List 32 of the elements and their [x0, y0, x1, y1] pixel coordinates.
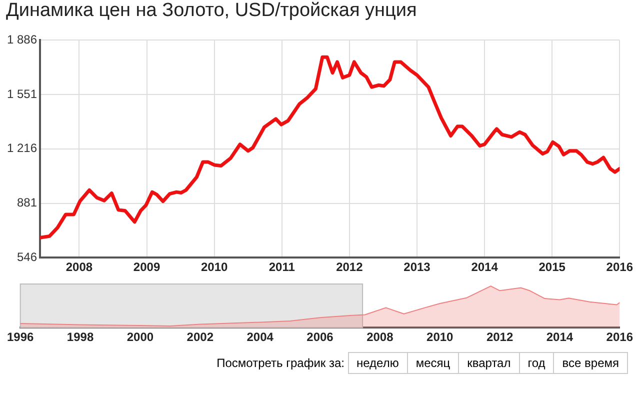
- x-tick-label: 2011: [268, 260, 296, 274]
- x-tick-label: 1998: [66, 330, 94, 344]
- text: квартал: [458, 352, 520, 374]
- x-tick-label: 2013: [404, 260, 431, 274]
- y-tick-label: 1 216: [7, 141, 38, 156]
- x-tick-label: 2000: [126, 330, 154, 344]
- y-tick-label: 1 551: [7, 86, 38, 101]
- x-tick-label: 2010: [426, 330, 454, 344]
- text: месяц: [406, 352, 460, 374]
- y-tick-label: 881: [17, 196, 38, 210]
- x-tick-label: 2006: [306, 330, 334, 344]
- x-tick-label: 2014: [546, 330, 574, 344]
- x-tick-label: 2015: [538, 260, 566, 274]
- y-tick-label: 546: [17, 250, 38, 264]
- x-tick-label: 2008: [66, 260, 93, 274]
- text: год: [518, 352, 554, 374]
- x-tick-label: 2002: [186, 330, 214, 344]
- x-tick-label: 2010: [200, 260, 228, 274]
- chart-title: Динамика цен на Золото, USD/тройская унция: [6, 0, 418, 22]
- text: Посмотреть график за:: [216, 356, 344, 370]
- x-tick-label: 2016: [606, 260, 634, 274]
- x-tick-label: 2012: [336, 260, 364, 274]
- x-tick-label: 2016: [606, 330, 634, 344]
- x-tick-label: 2014: [471, 260, 498, 274]
- x-tick-label: 2012: [486, 330, 514, 344]
- x-tick-label: 2008: [366, 330, 394, 344]
- x-tick-label: 2009: [133, 260, 160, 274]
- text: неделю: [348, 352, 408, 374]
- x-tick-label: 2004: [246, 330, 274, 344]
- x-tick-label: 1996: [6, 330, 34, 344]
- text: все время: [553, 352, 628, 374]
- y-tick-label: 1 886: [7, 32, 38, 47]
